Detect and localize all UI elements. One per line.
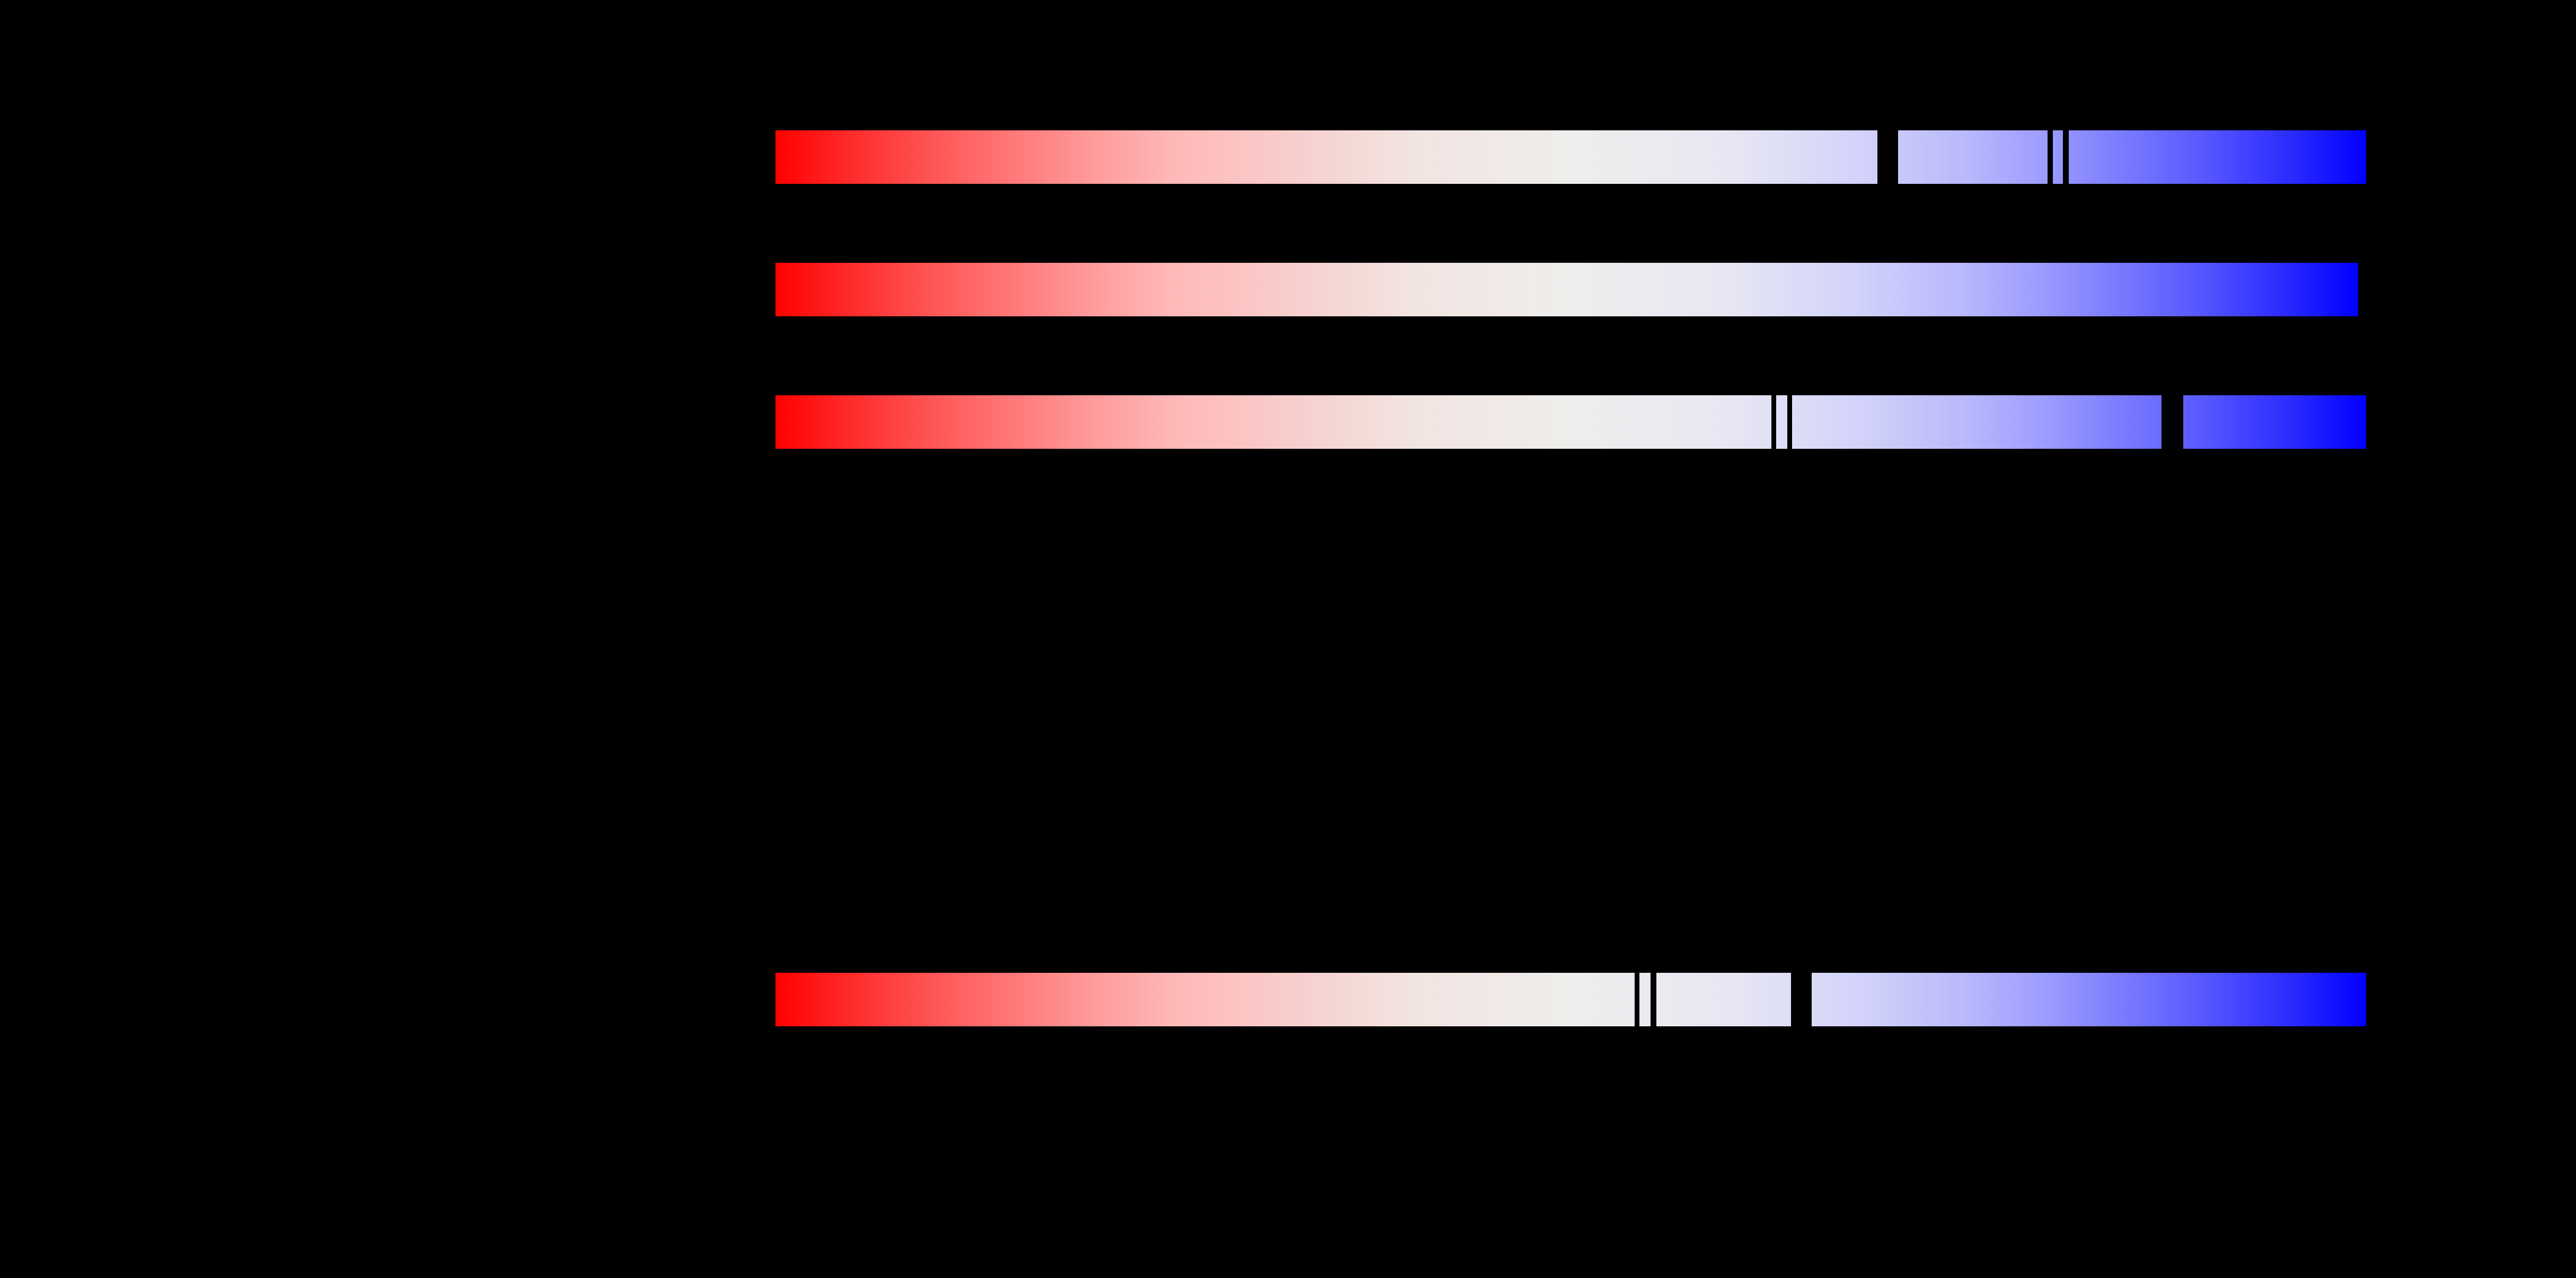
gradient-bar-1-gap-1: [1877, 130, 1898, 184]
gradient-bar-3-gap-2: [1787, 395, 1792, 449]
gradient-bar-3-gap-3: [2162, 395, 2183, 449]
gradient-bar-4-gap-2: [1651, 973, 1656, 1026]
gradient-bar-3-gap-1: [1771, 395, 1776, 449]
gradient-bar-1: [775, 130, 2366, 184]
gradient-bar-2: [775, 263, 2358, 316]
gradient-bar-4-gap-1: [1635, 973, 1639, 1026]
gradient-bar-1-gap-3: [2063, 130, 2069, 184]
gradient-bar-1-gap-2: [2048, 130, 2053, 184]
gradient-bar-3: [775, 395, 2366, 449]
gradient-bar-4: [775, 973, 2366, 1026]
gradient-bar-4-gap-3: [1791, 973, 1812, 1026]
